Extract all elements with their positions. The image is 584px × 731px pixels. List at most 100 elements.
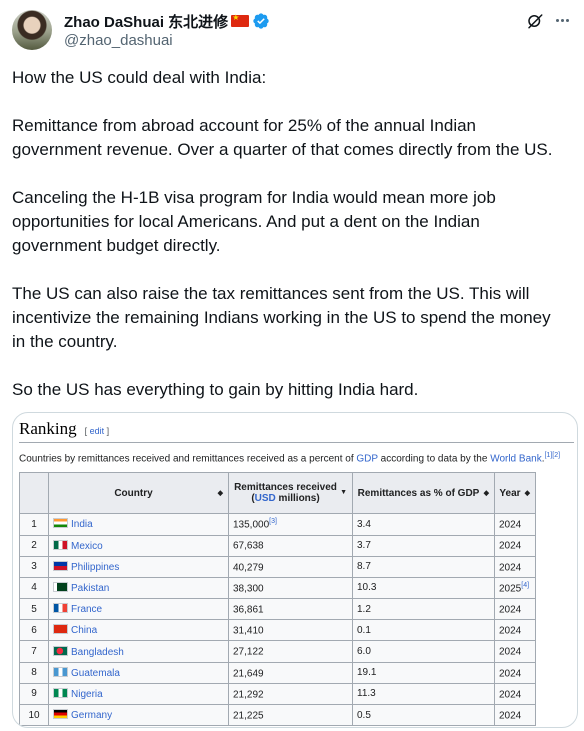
attached-image-card[interactable]: Ranking [ edit ] Countries by remittance… (12, 412, 578, 728)
reference-link[interactable]: [4] (521, 581, 530, 589)
tweet-line: The US can also raise the tax remittance… (12, 284, 530, 303)
section-title: Ranking (19, 419, 77, 438)
gdp-link: GDP (356, 453, 378, 465)
table-row: 4 Pakistan 38,300 10.3 2025[4] (19, 576, 536, 600)
ranking-table: Country ◆ Remittances received (USD millio… (19, 472, 536, 727)
caption-text: Countries by remittances received and re… (19, 453, 357, 465)
country-link[interactable]: China (71, 625, 98, 637)
tweet-line: Canceling the H-1B visa program for Indi… (12, 188, 496, 207)
tweet-line: incentivize the remaining Indians workin… (12, 308, 551, 327)
country-link[interactable]: Bangladesh (71, 646, 124, 658)
country-flag-icon (53, 560, 68, 571)
country-flag-icon (53, 603, 68, 614)
percent-gdp-cell: 11.3 (352, 682, 495, 706)
country-header-label: Country (114, 487, 153, 499)
reference-link[interactable]: [3] (269, 518, 277, 526)
country-flag-icon (53, 687, 68, 698)
country-flag-icon (53, 666, 68, 677)
sort-icon: ◆ (217, 490, 223, 498)
rank-cell: 2 (19, 534, 49, 557)
more-options-icon[interactable] (552, 10, 572, 30)
author-name-row[interactable]: Zhao DaShuai 东北进修 (64, 11, 270, 31)
tweet-text: How the US could deal with India: Remitta… (12, 66, 574, 402)
avatar[interactable] (12, 10, 52, 50)
year-cell: 2024 (494, 534, 536, 557)
rank-cell: 5 (19, 598, 49, 621)
rank-cell: 10 (19, 704, 49, 727)
edit-label: edit (89, 426, 105, 436)
tweet-line: Remittance from abroad account for 25% o… (12, 116, 477, 135)
rank-header (19, 472, 49, 515)
rank-cell: 9 (19, 682, 49, 706)
country-cell: Bangladesh (48, 640, 229, 663)
year-value: 2025 (499, 583, 522, 595)
sort-icon: ◆ (483, 490, 489, 498)
country-cell: Germany (48, 704, 229, 727)
year-cell: 2024 (494, 704, 536, 727)
year-value: 2024 (499, 540, 522, 552)
remittance-value: 21,649 (233, 667, 264, 679)
remit-header-open: ( (251, 493, 255, 505)
country-link[interactable]: India (71, 519, 93, 531)
percent-gdp-cell: 0.1 (352, 619, 495, 642)
country-link[interactable]: France (71, 604, 103, 616)
author-handle[interactable]: @zhao_dashuai (64, 32, 173, 49)
ranking-table-body: 1 India 135,000[3] 3.4 2024 2 Mexico 67,638 3.7 2… (19, 513, 536, 727)
remittance-value: 67,638 (233, 540, 264, 552)
remit-header-line1: Remittances received (234, 482, 337, 494)
percent-gdp-cell: 10.3 (352, 576, 495, 600)
country-link[interactable]: Mexico (71, 540, 103, 552)
remittance-cell: 135,000[3] (228, 513, 353, 536)
percent-gdp-cell: 3.7 (352, 534, 495, 557)
table-caption: Countries by remittances received and re… (19, 452, 573, 464)
percent-gdp-cell: 6.0 (352, 640, 495, 663)
country-link[interactable]: Pakistan (71, 582, 110, 594)
grok-icon[interactable] (526, 12, 544, 30)
tweet-line: opportunities for local Americans. And p… (12, 212, 480, 231)
year-value: 2024 (499, 604, 522, 616)
country-link[interactable]: Nigeria (71, 688, 103, 700)
country-cell: Mexico (48, 534, 229, 557)
remit-header-rest: millions) (275, 493, 320, 505)
country-cell: Guatemala (48, 661, 229, 684)
country-link[interactable]: Germany (71, 710, 113, 722)
percent-gdp-cell: 1.2 (352, 598, 495, 621)
country-cell: France (48, 598, 229, 621)
rank-cell: 3 (19, 555, 49, 578)
remittance-cell: 21,649 (228, 661, 353, 684)
tweet-header: Zhao DaShuai 东北进修 @zhao_dashuai (12, 10, 572, 54)
country-link[interactable]: Guatemala (71, 667, 120, 679)
table-row: 10 Germany 21,225 0.5 2024 (19, 704, 536, 727)
rank-cell: 6 (19, 619, 49, 642)
remittances-header-label: Remittances received (USD millions) (233, 482, 348, 504)
remittance-cell: 27,122 (228, 640, 353, 663)
tweet-line: So the US has everything to gain by hitt… (12, 380, 419, 399)
remittance-value: 31,410 (233, 625, 264, 637)
remittance-cell: 67,638 (228, 534, 353, 557)
country-header: Country ◆ (48, 472, 229, 515)
percent-gdp-cell: 3.4 (352, 513, 495, 536)
remittance-cell: 21,225 (228, 704, 353, 727)
remittance-cell: 40,279 (228, 555, 353, 578)
remittances-header: Remittances received (USD millions) ▼ (228, 472, 353, 515)
table-row: 2 Mexico 67,638 3.7 2024 (19, 534, 536, 557)
author-display-name[interactable]: Zhao DaShuai 东北进修 (64, 13, 229, 31)
country-cell: China (48, 619, 229, 642)
china-flag-icon (231, 12, 250, 27)
rank-cell: 7 (19, 640, 49, 663)
tweet-line: How the US could deal with India: (12, 68, 267, 87)
table-row: 1 India 135,000[3] 3.4 2024 (19, 513, 536, 536)
year-value: 2024 (499, 646, 522, 658)
year-cell: 2024 (494, 513, 536, 536)
remittance-cell: 31,410 (228, 619, 353, 642)
table-row: 8 Guatemala 21,649 19.1 2024 (19, 661, 536, 684)
country-link[interactable]: Philippines (71, 561, 120, 573)
table-row: 3 Philippines 40,279 8.7 2024 (19, 555, 536, 578)
percent-gdp-header: Remittances as % of GDP ◆ (352, 472, 495, 515)
year-cell: 2024 (494, 555, 536, 578)
year-value: 2024 (499, 625, 522, 637)
table-row: 5 France 36,861 1.2 2024 (19, 598, 536, 621)
year-header-label: Year (499, 487, 521, 499)
country-flag-icon (53, 539, 68, 550)
sort-icon: ◆ (524, 490, 530, 498)
